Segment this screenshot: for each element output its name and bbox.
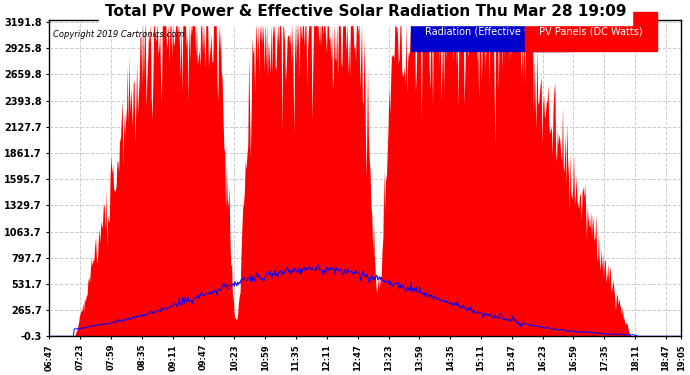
Text: PV Panels (DC Watts): PV Panels (DC Watts)	[539, 27, 643, 37]
Text: Copyright 2019 Cartronics.com: Copyright 2019 Cartronics.com	[52, 30, 184, 39]
Title: Total PV Power & Effective Solar Radiation Thu Mar 28 19:09: Total PV Power & Effective Solar Radiati…	[105, 4, 626, 19]
Text: Radiation (Effective w/m2): Radiation (Effective w/m2)	[426, 27, 555, 37]
